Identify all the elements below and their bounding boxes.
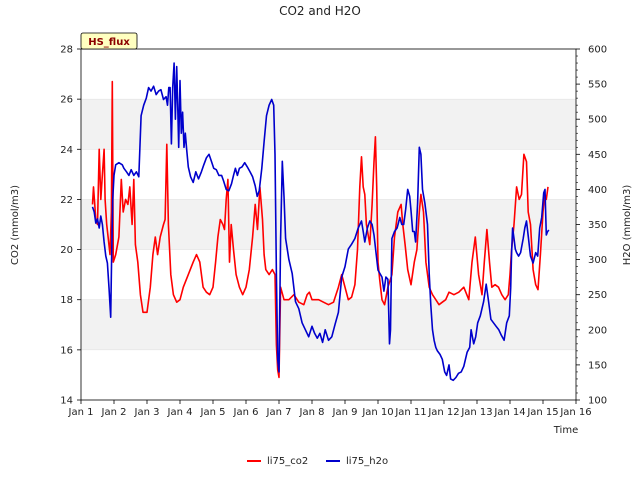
legend-label-h2o: li75_h2o bbox=[346, 456, 388, 467]
x-tick-label: Jan 16 bbox=[559, 407, 591, 418]
x-tick-label: Jan 6 bbox=[233, 407, 259, 418]
y-left-tick-label: 22 bbox=[60, 195, 73, 206]
x-axis-title: Time bbox=[553, 425, 578, 436]
y-axis-right: 100 150 200 250 300 350 400 450 500 550 600 bbox=[576, 45, 607, 407]
x-tick-label: Jan 15 bbox=[526, 407, 558, 418]
y-axis-right-title: H2O (mmol/m3) bbox=[622, 185, 633, 266]
y-right-tick-label: 300 bbox=[588, 255, 607, 266]
background-band bbox=[81, 299, 576, 350]
y-axis-left: 14 16 18 20 22 24 26 28 bbox=[60, 45, 81, 407]
y-axis-left-title: CO2 (mmol/m3) bbox=[10, 185, 21, 265]
y-right-tick-label: 250 bbox=[588, 290, 607, 301]
y-left-tick-label: 28 bbox=[60, 45, 73, 56]
x-tick-label: Jan 2 bbox=[101, 407, 127, 418]
y-right-tick-label: 500 bbox=[588, 115, 607, 126]
y-right-tick-label: 350 bbox=[588, 220, 607, 231]
x-tick-label: Jan 4 bbox=[167, 407, 193, 418]
background-band bbox=[81, 99, 576, 150]
x-tick-label: Jan 3 bbox=[134, 407, 160, 418]
site-label-background bbox=[80, 32, 138, 50]
y-right-tick-label: 100 bbox=[588, 396, 607, 407]
x-tick-label: Jan 9 bbox=[332, 407, 358, 418]
series-line-li75_h2o bbox=[91, 62, 550, 382]
x-tick-label: Jan 8 bbox=[299, 407, 325, 418]
y-left-tick-label: 24 bbox=[60, 145, 73, 156]
legend: li75_co2 li75_h2o bbox=[247, 456, 388, 467]
y-right-tick-label: 150 bbox=[588, 360, 607, 371]
y-right-tick-label: 450 bbox=[588, 150, 607, 161]
legend-label-co2: li75_co2 bbox=[267, 456, 308, 467]
x-tick-label: Jan 10 bbox=[361, 407, 393, 418]
y-left-tick-label: 18 bbox=[60, 295, 73, 306]
x-tick-label: Jan 5 bbox=[200, 407, 226, 418]
series-line-li75_co2 bbox=[91, 80, 549, 379]
series-layer bbox=[91, 62, 550, 382]
y-right-tick-label: 600 bbox=[588, 45, 607, 56]
site-label-box: HS_flux bbox=[80, 32, 138, 50]
y-right-tick-label: 550 bbox=[588, 80, 607, 91]
x-tick-label: Jan 7 bbox=[266, 407, 292, 418]
site-label: HS_flux bbox=[88, 37, 130, 48]
x-tick-label: Jan 1 bbox=[68, 407, 94, 418]
x-tick-label: Jan 14 bbox=[493, 407, 525, 418]
y-right-tick-label: 400 bbox=[588, 185, 607, 196]
y-right-tick-label: 200 bbox=[588, 325, 607, 336]
y-left-tick-label: 16 bbox=[60, 345, 73, 356]
chart-title: CO2 and H2O bbox=[279, 4, 361, 18]
y-left-tick-label: 26 bbox=[60, 95, 73, 106]
x-tick-label: Jan 11 bbox=[394, 407, 426, 418]
y-left-tick-label: 20 bbox=[60, 245, 73, 256]
x-axis: Jan 1 Jan 2 Jan 3 Jan 4 Jan 5 Jan 6 Jan 7 Jan 8… bbox=[68, 400, 592, 418]
y-left-tick-label: 14 bbox=[60, 396, 73, 407]
x-tick-label: Jan 12 bbox=[427, 407, 459, 418]
x-tick-label: Jan 13 bbox=[460, 407, 492, 418]
background-bands bbox=[81, 99, 576, 350]
